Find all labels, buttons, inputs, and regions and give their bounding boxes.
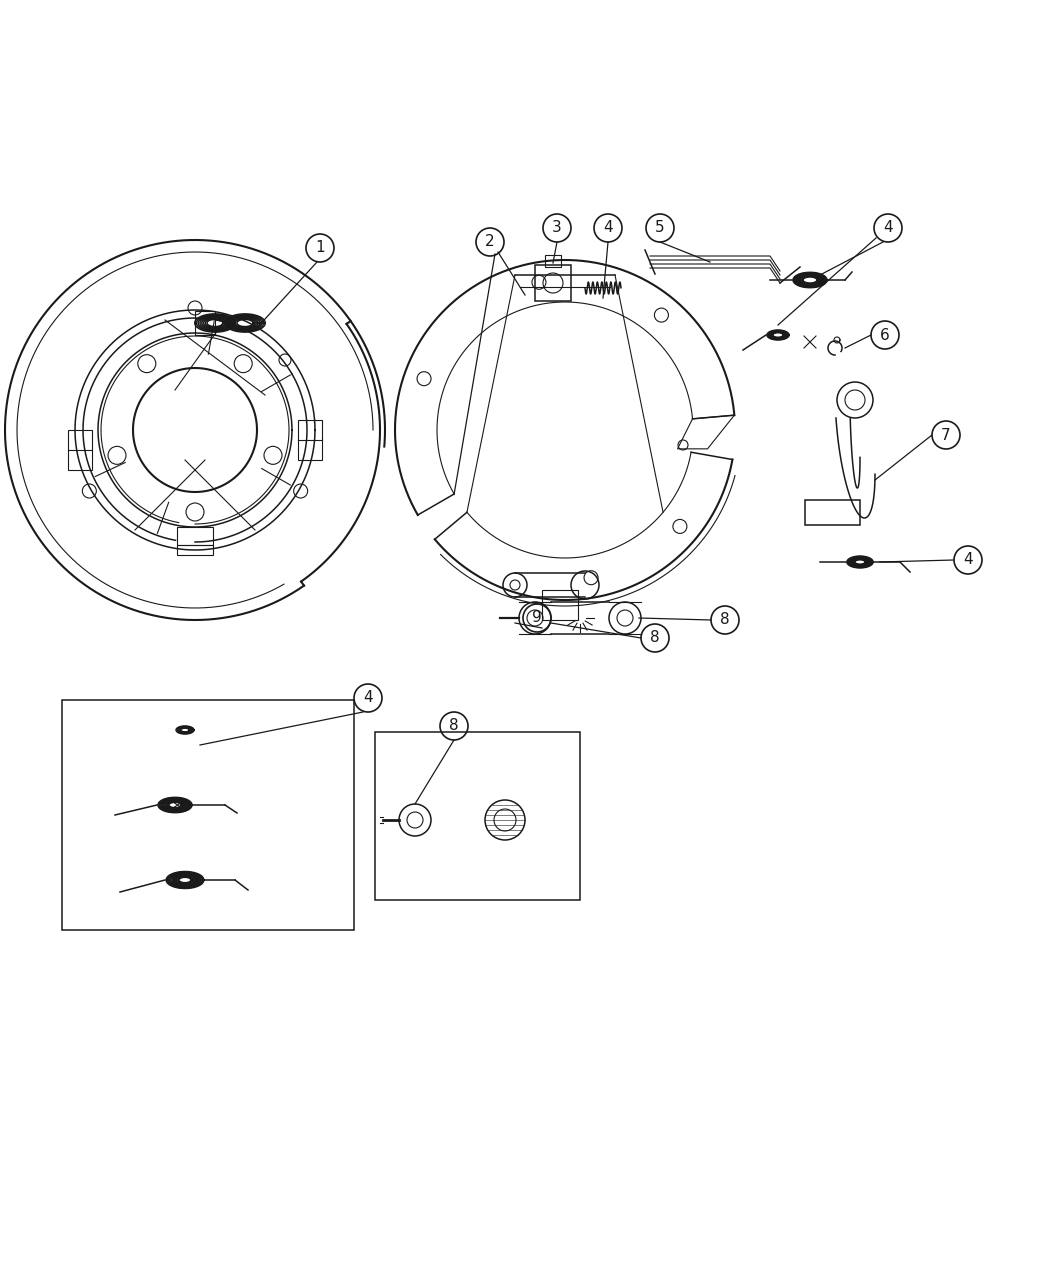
- Bar: [375, 732, 580, 900]
- Text: 8: 8: [720, 612, 730, 627]
- Bar: [542, 590, 578, 620]
- Bar: [62, 700, 354, 929]
- Text: 5: 5: [655, 221, 665, 236]
- Bar: [536, 265, 571, 301]
- Text: 4: 4: [363, 691, 373, 705]
- Bar: [177, 544, 213, 555]
- Bar: [195, 311, 215, 335]
- Bar: [545, 255, 561, 266]
- Text: 4: 4: [883, 221, 892, 236]
- Text: 8: 8: [449, 719, 459, 733]
- Text: 3: 3: [552, 221, 562, 236]
- Text: 1: 1: [315, 241, 324, 255]
- Text: 4: 4: [963, 552, 972, 567]
- Text: 9: 9: [532, 611, 542, 626]
- Bar: [68, 430, 92, 470]
- Text: 2: 2: [485, 235, 495, 250]
- Bar: [298, 419, 322, 460]
- Text: 6: 6: [880, 328, 890, 343]
- Text: 8: 8: [650, 631, 659, 645]
- Text: 7: 7: [941, 427, 951, 442]
- Bar: [805, 500, 860, 525]
- Bar: [177, 527, 213, 544]
- Text: 4: 4: [603, 221, 613, 236]
